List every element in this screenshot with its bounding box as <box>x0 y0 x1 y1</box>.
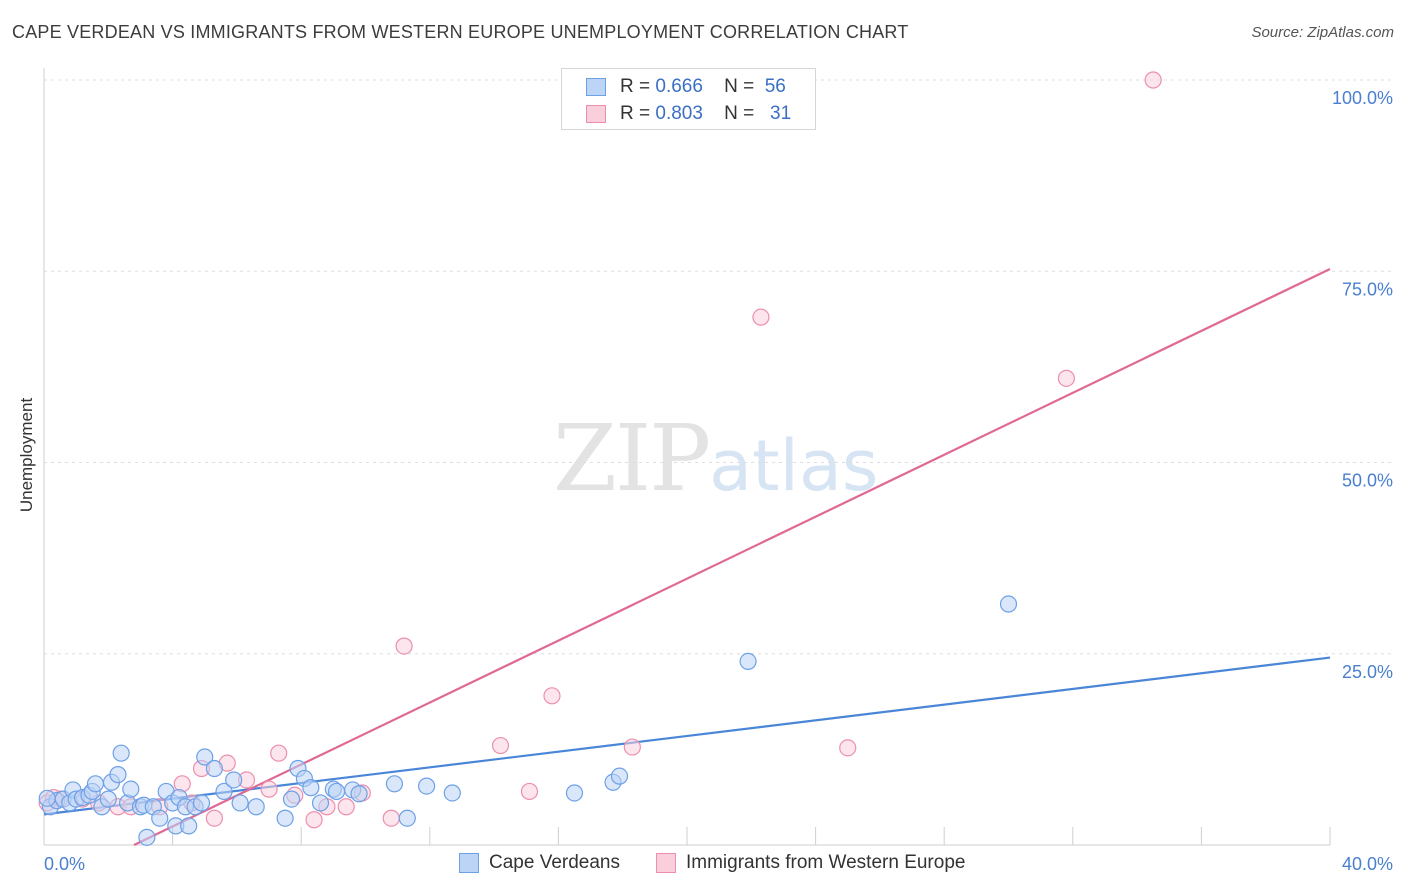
point-cape-verdeans <box>122 780 140 798</box>
legend-r-value: 0.666 <box>655 76 703 97</box>
watermark: ZIPatlas <box>553 405 878 512</box>
legend-swatch-blue <box>586 78 606 96</box>
y-tick-label: 100.0% <box>1332 88 1393 108</box>
point-western-europe <box>1144 71 1162 89</box>
bottom-legend-label: Cape Verdeans <box>489 852 620 873</box>
point-cape-verdeans <box>610 767 629 785</box>
watermark-atlas: atlas <box>709 425 879 507</box>
point-western-europe <box>205 809 223 827</box>
watermark-zip: ZIP <box>553 405 711 512</box>
grid-layer <box>44 79 1395 655</box>
point-cape-verdeans <box>231 794 249 812</box>
legend-swatch-pink <box>586 105 606 123</box>
legend-r-label: R = <box>620 76 651 97</box>
point-cape-verdeans <box>192 794 211 812</box>
point-cape-verdeans <box>180 817 198 835</box>
point-western-europe <box>520 782 539 801</box>
points-layer <box>38 71 1162 846</box>
source-label: Source: ZipAtlas.com <box>1251 24 1394 41</box>
point-western-europe <box>839 739 857 757</box>
point-western-europe <box>543 687 561 705</box>
x-tick-label: 40.0% <box>1342 854 1393 874</box>
point-western-europe <box>491 736 510 755</box>
point-cape-verdeans <box>138 828 156 846</box>
point-cape-verdeans <box>99 790 117 808</box>
legend-n-value: 56 <box>764 76 786 97</box>
x-tick-label: 0.0% <box>44 854 85 874</box>
point-cape-verdeans <box>302 779 320 797</box>
legend-n-value: 31 <box>770 103 792 124</box>
point-western-europe <box>337 798 355 816</box>
point-western-europe <box>260 780 278 798</box>
y-tick-label: 50.0% <box>1342 471 1393 491</box>
point-cape-verdeans <box>350 785 368 803</box>
point-cape-verdeans <box>225 771 243 789</box>
trendline-western-europe <box>133 267 1331 846</box>
point-cape-verdeans <box>311 794 330 812</box>
point-western-europe <box>395 637 413 655</box>
point-cape-verdeans <box>565 784 584 802</box>
point-cape-verdeans <box>739 652 757 671</box>
point-cape-verdeans <box>327 782 346 801</box>
point-cape-verdeans <box>417 777 436 795</box>
correlation-legend: R = 0.666 N = 56 R = 0.803 N = 31 <box>561 68 816 130</box>
y-tick-label: 75.0% <box>1342 279 1393 299</box>
point-cape-verdeans <box>196 748 214 766</box>
point-western-europe <box>623 738 641 756</box>
point-western-europe <box>1057 369 1075 387</box>
bottom-legend-swatch-blue <box>459 853 479 873</box>
point-cape-verdeans <box>112 744 130 762</box>
y-tick-label: 25.0% <box>1342 662 1393 682</box>
point-western-europe <box>305 811 323 829</box>
point-cape-verdeans <box>247 798 265 816</box>
point-cape-verdeans <box>215 782 233 801</box>
point-western-europe <box>752 308 770 326</box>
point-cape-verdeans <box>398 809 416 827</box>
point-cape-verdeans <box>151 809 169 827</box>
chart-title: CAPE VERDEAN VS IMMIGRANTS FROM WESTERN … <box>12 22 909 42</box>
point-cape-verdeans <box>276 809 294 827</box>
point-cape-verdeans <box>999 595 1018 613</box>
trendline-layer <box>43 267 1331 846</box>
legend-row-western-europe: R = 0.803 N = 31 <box>586 102 791 126</box>
bottom-legend-swatch-pink <box>656 853 676 873</box>
legend-n-label: N = <box>724 76 755 97</box>
point-cape-verdeans <box>385 775 404 793</box>
legend-r-label: R = <box>620 103 651 124</box>
legend-r-value: 0.803 <box>655 103 703 124</box>
bottom-legend-cape-verdeans: Cape Verdeans <box>459 852 620 874</box>
point-western-europe <box>382 809 400 827</box>
point-cape-verdeans <box>109 766 127 784</box>
legend-row-cape-verdeans: R = 0.666 N = 56 <box>586 75 786 99</box>
point-western-europe <box>270 744 288 762</box>
tick-label-layer: 25.0% 50.0% 75.0% 100.0% 0.0% 40.0% <box>44 88 1393 874</box>
bottom-legend-label: Immigrants from Western Europe <box>686 852 966 873</box>
point-cape-verdeans <box>38 789 56 807</box>
axis-layer <box>43 68 1331 846</box>
point-cape-verdeans <box>282 790 301 808</box>
legend-n-label: N = <box>724 103 755 124</box>
bottom-legend-western-europe: Immigrants from Western Europe <box>656 852 965 874</box>
point-cape-verdeans <box>443 784 461 802</box>
trendline-cape-verdeans <box>43 656 1331 816</box>
point-cape-verdeans <box>86 775 105 793</box>
point-cape-verdeans <box>205 759 223 778</box>
